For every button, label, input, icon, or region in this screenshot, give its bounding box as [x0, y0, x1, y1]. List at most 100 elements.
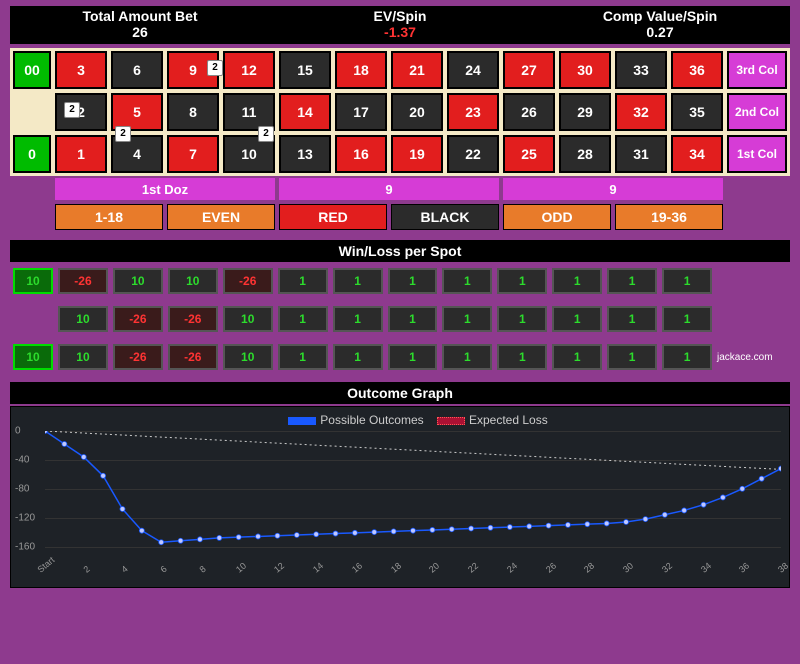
legend-swatch-expected [437, 417, 465, 425]
ec-black[interactable]: BLACK [391, 204, 499, 230]
cell-30[interactable]: 30 [559, 51, 611, 89]
winloss-grid: 10-261010-261111111110-26-26101111111110… [10, 262, 790, 376]
bet-chip[interactable]: 2 [258, 126, 274, 142]
wl-cell: 1 [662, 268, 712, 294]
cell-32[interactable]: 32 [615, 93, 667, 131]
wl-cell [13, 306, 53, 332]
cell-6[interactable]: 6 [111, 51, 163, 89]
wl-cell [717, 306, 787, 332]
wl-cell: 1 [442, 306, 492, 332]
legend-possible-label: Possible Outcomes [320, 413, 423, 427]
wl-cell: -26 [168, 344, 218, 370]
cell-25[interactable]: 25 [503, 135, 555, 173]
cell-17[interactable]: 17 [335, 93, 387, 131]
wl-cell: 1 [388, 306, 438, 332]
wl-cell: 1 [552, 306, 602, 332]
cell-20[interactable]: 20 [391, 93, 443, 131]
wl-cell: 1 [388, 344, 438, 370]
legend-swatch-possible [288, 417, 316, 425]
even-chance-row: 1-18EVENREDBLACKODD19-36 [10, 202, 790, 234]
wl-cell: 10 [58, 306, 108, 332]
cell-29[interactable]: 29 [559, 93, 611, 131]
cell-13[interactable]: 13 [279, 135, 331, 173]
wl-cell: 10 [223, 306, 273, 332]
cell-12[interactable]: 12 [223, 51, 275, 89]
legend-expected-label: Expected Loss [469, 413, 548, 427]
cell-14[interactable]: 14 [279, 93, 331, 131]
cell-28[interactable]: 28 [559, 135, 611, 173]
ec-19-36[interactable]: 19-36 [615, 204, 723, 230]
watermark: jackace.com [717, 352, 787, 363]
dozen-3[interactable]: 9 [503, 178, 723, 200]
roulette-layout: 0003691215182124273033363rd Col258111417… [10, 48, 790, 176]
cell-3[interactable]: 3 [55, 51, 107, 89]
wl-cell: 10 [13, 268, 53, 294]
wl-cell: 1 [552, 268, 602, 294]
total-bet-value: 26 [10, 24, 270, 40]
wl-cell: 1 [333, 344, 383, 370]
wl-cell: 1 [607, 268, 657, 294]
stats-header: Total Amount Bet 26 EV/Spin -1.37 Comp V… [10, 6, 790, 44]
wl-cell: 10 [168, 268, 218, 294]
cell-0[interactable]: 0 [13, 135, 51, 173]
chart-area: 0-40-80-120-160Start24681012141618202224… [45, 431, 781, 561]
wl-cell: 1 [552, 344, 602, 370]
cell-26[interactable]: 26 [503, 93, 555, 131]
graph-legend: Possible Outcomes Expected Loss [45, 413, 781, 427]
dozen-2[interactable]: 9 [279, 178, 499, 200]
cell-21[interactable]: 21 [391, 51, 443, 89]
cell-33[interactable]: 33 [615, 51, 667, 89]
column-label-2[interactable]: 2nd Col [727, 93, 787, 131]
wl-cell: 1 [607, 344, 657, 370]
cell-2[interactable]: 2 [55, 93, 107, 131]
wl-cell: -26 [113, 344, 163, 370]
cell-15[interactable]: 15 [279, 51, 331, 89]
outcome-graph: Possible Outcomes Expected Loss 0-40-80-… [10, 406, 790, 588]
wl-cell: 1 [442, 268, 492, 294]
bet-chip[interactable]: 2 [64, 102, 80, 118]
cell-22[interactable]: 22 [447, 135, 499, 173]
cell-34[interactable]: 34 [671, 135, 723, 173]
column-label-1[interactable]: 1st Col [727, 135, 787, 173]
cell-1[interactable]: 1 [55, 135, 107, 173]
ec-odd[interactable]: ODD [503, 204, 611, 230]
ec-even[interactable]: EVEN [167, 204, 275, 230]
wl-cell: 1 [278, 306, 328, 332]
cell-7[interactable]: 7 [167, 135, 219, 173]
bet-chip[interactable]: 2 [115, 126, 131, 142]
wl-cell: 1 [278, 344, 328, 370]
wl-cell: -26 [113, 306, 163, 332]
total-bet-label: Total Amount Bet [10, 8, 270, 24]
wl-cell: 1 [662, 306, 712, 332]
wl-cell: -26 [58, 268, 108, 294]
graph-title: Outcome Graph [10, 382, 790, 404]
ec-red[interactable]: RED [279, 204, 387, 230]
wl-cell: 1 [497, 268, 547, 294]
wl-cell: 1 [607, 306, 657, 332]
wl-cell: 1 [497, 306, 547, 332]
winloss-title: Win/Loss per Spot [10, 240, 790, 262]
wl-cell: -26 [223, 268, 273, 294]
cell-19[interactable]: 19 [391, 135, 443, 173]
bet-chip[interactable]: 2 [207, 60, 223, 76]
column-label-3[interactable]: 3rd Col [727, 51, 787, 89]
cell-23[interactable]: 23 [447, 93, 499, 131]
cell-35[interactable]: 35 [671, 93, 723, 131]
cell-36[interactable]: 36 [671, 51, 723, 89]
cell-18[interactable]: 18 [335, 51, 387, 89]
wl-cell: 1 [662, 344, 712, 370]
wl-cell: 10 [13, 344, 53, 370]
dozen-1[interactable]: 1st Doz [55, 178, 275, 200]
wl-cell: 1 [333, 268, 383, 294]
cell-24[interactable]: 24 [447, 51, 499, 89]
cell-31[interactable]: 31 [615, 135, 667, 173]
ec-1-18[interactable]: 1-18 [55, 204, 163, 230]
wl-cell: 10 [223, 344, 273, 370]
cell-00[interactable]: 00 [13, 51, 51, 89]
cell-27[interactable]: 27 [503, 51, 555, 89]
ev-value: -1.37 [270, 24, 530, 40]
cell-8[interactable]: 8 [167, 93, 219, 131]
cell-16[interactable]: 16 [335, 135, 387, 173]
wl-cell: 1 [442, 344, 492, 370]
wl-cell: 1 [278, 268, 328, 294]
